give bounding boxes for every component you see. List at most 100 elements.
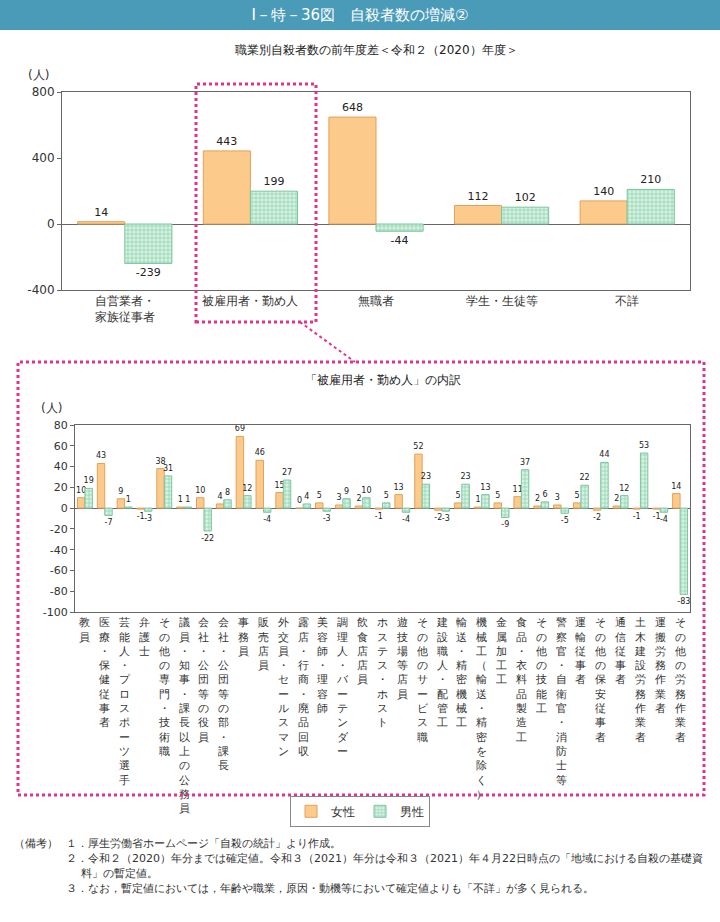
svg-text:-44: -44 <box>391 234 409 247</box>
svg-text:5: 5 <box>384 491 389 500</box>
svg-text:46: 46 <box>255 448 265 457</box>
svg-text:学生・生徒等: 学生・生徒等 <box>466 294 538 308</box>
svg-text:0: 0 <box>61 502 68 515</box>
svg-text:-3: -3 <box>323 514 331 523</box>
svg-text:土木建設労務作業者: 土木建設労務作業者 <box>634 616 646 743</box>
svg-text:400: 400 <box>32 151 55 165</box>
svg-text:(人): (人) <box>41 401 62 415</box>
svg-text:-40: -40 <box>50 544 68 557</box>
svg-text:8: 8 <box>225 488 230 497</box>
svg-text:事務員: 事務員 <box>238 616 249 658</box>
svg-text:-4: -4 <box>402 515 410 524</box>
svg-text:無職者: 無職者 <box>358 294 394 308</box>
svg-text:44: 44 <box>599 450 609 459</box>
svg-text:調理人・バーテンダー: 調理人・バーテンダー <box>336 616 349 758</box>
svg-text:0: 0 <box>47 217 55 231</box>
svg-text:23: 23 <box>421 472 431 481</box>
svg-text:議員・知事・課長以上の公務員: 議員・知事・課長以上の公務員 <box>179 616 190 815</box>
svg-text:53: 53 <box>639 441 649 450</box>
svg-text:2: 2 <box>535 494 540 503</box>
svg-text:12: 12 <box>242 484 252 493</box>
svg-text:13: 13 <box>394 483 404 492</box>
svg-text:20: 20 <box>54 481 68 494</box>
svg-text:輸送・精密機械工: 輸送・精密機械工 <box>456 616 467 729</box>
svg-text:その他のサービス職: その他のサービス職 <box>417 616 429 743</box>
svg-text:芸能人・プロスポーツ選手: 芸能人・プロスポーツ選手 <box>119 616 131 786</box>
svg-text:女性: 女性 <box>331 805 355 819</box>
svg-text:0: 0 <box>297 496 302 505</box>
svg-text:-2: -2 <box>593 513 601 522</box>
svg-text:22: 22 <box>580 473 590 482</box>
svg-text:-1: -1 <box>653 512 661 521</box>
svg-text:-5: -5 <box>561 516 569 525</box>
svg-text:会社・公団等の部・課長: 会社・公団等の部・課長 <box>218 616 229 772</box>
svg-text:210: 210 <box>640 173 661 186</box>
svg-text:-1: -1 <box>633 512 641 521</box>
svg-text:-100: -100 <box>43 606 68 619</box>
svg-text:80: 80 <box>54 419 68 432</box>
svg-text:800: 800 <box>32 85 55 99</box>
svg-text:-9: -9 <box>501 520 509 529</box>
svg-text:-7: -7 <box>104 518 112 527</box>
svg-text:10: 10 <box>361 486 371 495</box>
svg-text:機械工（輸送・精密を除く）: 機械工（輸送・精密を除く） <box>476 616 487 801</box>
svg-text:648: 648 <box>342 101 363 114</box>
svg-text:69: 69 <box>235 424 245 433</box>
svg-text:5: 5 <box>575 491 580 500</box>
svg-text:27: 27 <box>282 468 292 477</box>
svg-text:1: 1 <box>475 495 480 504</box>
svg-text:19: 19 <box>84 476 94 485</box>
svg-text:4: 4 <box>304 492 309 501</box>
svg-text:販売店員: 販売店員 <box>258 616 269 672</box>
svg-text:弁護士: 弁護士 <box>139 616 150 658</box>
svg-text:5: 5 <box>495 491 500 500</box>
svg-text:遊技場等店員: 遊技場等店員 <box>396 616 408 701</box>
svg-text:建設職人・配管工: 建設職人・配管工 <box>436 616 448 729</box>
svg-text:14: 14 <box>94 206 108 219</box>
svg-text:-60: -60 <box>50 564 68 577</box>
svg-text:会社・公団等の役員: 会社・公団等の役員 <box>198 616 209 743</box>
svg-text:食品・衣料品製造工: 食品・衣料品製造工 <box>516 616 527 743</box>
svg-text:運搬労務作業者: 運搬労務作業者 <box>654 616 666 715</box>
svg-text:112: 112 <box>468 190 489 203</box>
svg-text:11: 11 <box>513 485 523 494</box>
svg-text:-4: -4 <box>660 515 668 524</box>
svg-text:-239: -239 <box>136 266 161 279</box>
svg-text:-2: -2 <box>434 513 442 522</box>
svg-text:6: 6 <box>542 490 547 499</box>
svg-text:43: 43 <box>96 451 106 460</box>
svg-text:140: 140 <box>593 185 614 198</box>
svg-text:2: 2 <box>614 494 619 503</box>
svg-text:13: 13 <box>480 483 490 492</box>
svg-text:60: 60 <box>54 440 68 453</box>
svg-text:-1: -1 <box>375 512 383 521</box>
svg-text:その他の技能工: その他の技能工 <box>535 616 547 715</box>
svg-text:-80: -80 <box>50 585 68 598</box>
svg-text:199: 199 <box>263 175 284 188</box>
svg-text:2: 2 <box>356 494 361 503</box>
svg-text:露店・行商・廃品回収: 露店・行商・廃品回収 <box>298 616 309 758</box>
svg-text:14: 14 <box>671 482 681 491</box>
svg-text:3: 3 <box>555 493 560 502</box>
svg-text:12: 12 <box>619 484 629 493</box>
svg-text:-4: -4 <box>263 515 271 524</box>
svg-text:52: 52 <box>413 442 423 451</box>
svg-text:-1: -1 <box>137 512 145 521</box>
svg-text:15: 15 <box>274 481 284 490</box>
svg-text:その他の保安従事者: その他の保安従事者 <box>595 616 606 743</box>
svg-text:(人): (人) <box>28 68 49 82</box>
svg-text:10: 10 <box>195 486 205 495</box>
svg-text:職業別自殺者数の前年度差＜令和２（2020）年度＞: 職業別自殺者数の前年度差＜令和２（2020）年度＞ <box>235 43 518 57</box>
svg-text:通信従事者: 通信従事者 <box>615 616 626 686</box>
svg-text:31: 31 <box>163 464 173 473</box>
svg-text:23: 23 <box>460 472 470 481</box>
svg-text:警察官・自衛官・消防士等: 警察官・自衛官・消防士等 <box>556 616 567 786</box>
svg-text:-3: -3 <box>442 514 450 523</box>
svg-text:40: 40 <box>54 460 68 473</box>
svg-text:9: 9 <box>344 487 349 496</box>
svg-text:5: 5 <box>456 491 461 500</box>
svg-text:1: 1 <box>185 495 190 504</box>
svg-text:外交員・セールスマン: 外交員・セールスマン <box>278 616 289 758</box>
svg-text:美容師・理容師: 美容師・理容師 <box>317 616 328 715</box>
svg-text:-3: -3 <box>144 514 152 523</box>
